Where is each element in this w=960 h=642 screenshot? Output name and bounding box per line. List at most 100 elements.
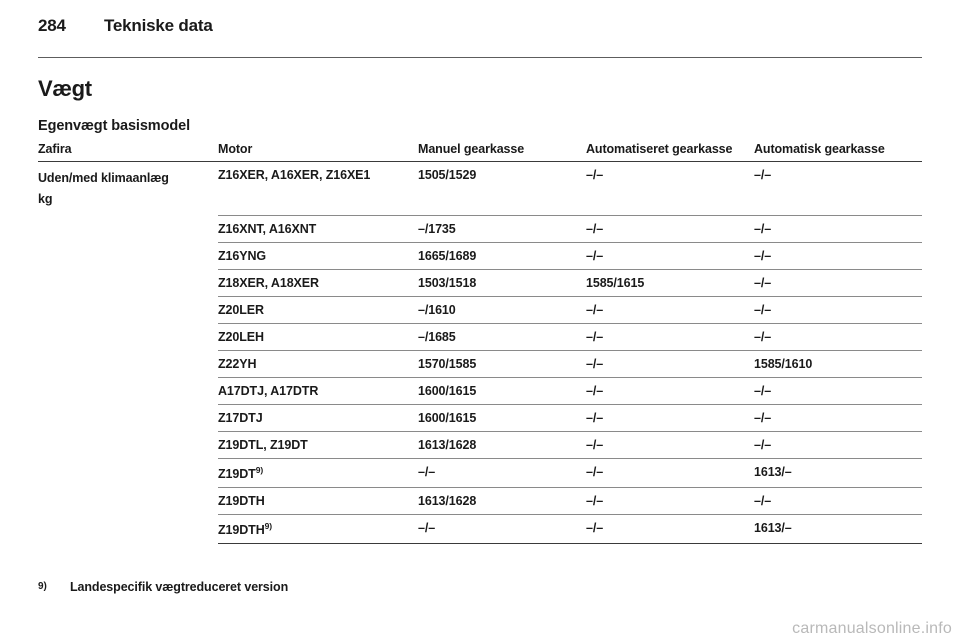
- model-spacer: [38, 269, 218, 296]
- engine-code: Z16YNG: [218, 248, 267, 263]
- cell-automated-gearbox: –/–: [586, 161, 754, 216]
- engine-code: Z17DTJ: [218, 410, 263, 425]
- table-row: Uden/med klimaanlæg kg Z16XER, A16XER, Z16…: [38, 161, 922, 216]
- engine-code: Z19DTL, Z19DT: [218, 437, 308, 452]
- cell-engine: Z16XER, A16XER, Z16XE1: [218, 161, 418, 216]
- chapter-title: Tekniske data: [104, 16, 213, 35]
- model-spacer: [38, 514, 218, 543]
- engine-code: Z16XNT, A16XNT: [218, 221, 317, 236]
- cell-automatic-gearbox: –/–: [754, 269, 922, 297]
- engine-code: Z19DTH: [218, 523, 265, 538]
- cell-engine: Z22YH: [218, 350, 418, 378]
- cell-automatic-gearbox: –/–: [754, 323, 922, 351]
- model-spacer: [38, 431, 218, 458]
- engine-code: Z18XER, A18XER: [218, 275, 319, 290]
- column-header-model: Zafira: [38, 142, 218, 162]
- header-divider: [38, 57, 922, 58]
- model-spacer: [38, 350, 218, 377]
- model-label-line-1: Uden/med klimaanlæg: [38, 171, 169, 185]
- cell-automated-gearbox: –/–: [586, 215, 754, 243]
- cell-automated-gearbox: 1585/1615: [586, 269, 754, 297]
- cell-engine: A17DTJ, A17DTR: [218, 377, 418, 405]
- table-row: Z19DTL, Z19DT 1613/1628 –/– –/–: [38, 431, 922, 459]
- cell-engine: Z20LER: [218, 296, 418, 324]
- engine-code: A17DTJ, A17DTR: [218, 383, 319, 398]
- table-header-row: Zafira Motor Manuel gearkasse Automatise…: [38, 142, 922, 162]
- cell-manual-gearbox: –/–: [418, 514, 586, 545]
- cell-automated-gearbox: –/–: [586, 296, 754, 324]
- cell-automatic-gearbox: –/–: [754, 161, 922, 216]
- model-label-line-2: kg: [38, 191, 53, 206]
- column-header-automated: Automatiseret gearkasse: [586, 142, 754, 162]
- cell-manual-gearbox: 1505/1529: [418, 161, 586, 216]
- cell-engine: Z17DTJ: [218, 404, 418, 432]
- footnote-reference: 9): [255, 464, 264, 475]
- column-header-engine: Motor: [218, 142, 418, 162]
- cell-manual-gearbox: –/–: [418, 458, 586, 488]
- cell-automatic-gearbox: 1613/–: [754, 514, 922, 545]
- cell-manual-gearbox: 1613/1628: [418, 487, 586, 515]
- cell-engine: Z19DTH9): [218, 514, 418, 545]
- cell-engine: Z19DTL, Z19DT: [218, 431, 418, 459]
- table-row: Z20LEH –/1685 –/– –/–: [38, 323, 922, 351]
- model-spacer: [38, 487, 218, 514]
- cell-manual-gearbox: –/1685: [418, 323, 586, 351]
- engine-code: Z16XER, A16XER, Z16XE1: [218, 168, 371, 182]
- cell-automatic-gearbox: –/–: [754, 242, 922, 270]
- engine-code: Z19DTH: [218, 493, 265, 508]
- table-row: Z16XNT, A16XNT –/1735 –/– –/–: [38, 215, 922, 243]
- cell-automatic-gearbox: –/–: [754, 296, 922, 324]
- table-row: Z22YH 1570/1585 –/– 1585/1610: [38, 350, 922, 378]
- engine-code: Z20LEH: [218, 329, 264, 344]
- model-label: Uden/med klimaanlæg kg: [38, 162, 218, 216]
- engine-code: Z19DT: [218, 466, 256, 481]
- model-spacer: [38, 458, 218, 487]
- section-subtitle: Egenvægt basismodel: [38, 118, 190, 134]
- table-row: Z19DT9) –/– –/– 1613/–: [38, 458, 922, 488]
- cell-automatic-gearbox: 1585/1610: [754, 350, 922, 378]
- cell-manual-gearbox: 1600/1615: [418, 377, 586, 405]
- model-spacer: [38, 323, 218, 350]
- footnote-marker: 9): [38, 581, 47, 592]
- model-spacer: [38, 242, 218, 269]
- footnote: 9) Landespecifik vægtreduceret version: [38, 580, 922, 594]
- footnote-text: Landespecifik vægtreduceret version: [70, 580, 289, 594]
- cell-engine: Z18XER, A18XER: [218, 269, 418, 297]
- cell-automatic-gearbox: –/–: [754, 404, 922, 432]
- weight-spec-table: Zafira Motor Manuel gearkasse Automatise…: [38, 142, 922, 545]
- model-spacer: [38, 296, 218, 323]
- cell-engine: Z19DT9): [218, 458, 418, 488]
- cell-manual-gearbox: 1503/1518: [418, 269, 586, 297]
- table-row: A17DTJ, A17DTR 1600/1615 –/– –/–: [38, 377, 922, 405]
- cell-automatic-gearbox: –/–: [754, 431, 922, 459]
- cell-automatic-gearbox: –/–: [754, 215, 922, 243]
- cell-automated-gearbox: –/–: [586, 514, 754, 545]
- column-header-manual: Manuel gearkasse: [418, 142, 586, 162]
- cell-automated-gearbox: –/–: [586, 350, 754, 378]
- running-header: 284 Tekniske data: [38, 16, 922, 42]
- cell-automatic-gearbox: –/–: [754, 377, 922, 405]
- model-spacer: [38, 215, 218, 242]
- page-number: 284: [38, 16, 66, 35]
- column-header-automatic: Automatisk gearkasse: [754, 142, 922, 162]
- cell-automated-gearbox: –/–: [586, 377, 754, 405]
- cell-engine: Z16YNG: [218, 242, 418, 270]
- table-row: Z16YNG 1665/1689 –/– –/–: [38, 242, 922, 270]
- cell-engine: Z16XNT, A16XNT: [218, 215, 418, 243]
- footnote-reference: 9): [264, 520, 272, 531]
- cell-engine: Z20LEH: [218, 323, 418, 351]
- cell-manual-gearbox: 1570/1585: [418, 350, 586, 378]
- engine-code: Z22YH: [218, 356, 257, 371]
- cell-automated-gearbox: –/–: [586, 458, 754, 488]
- cell-engine: Z19DTH: [218, 487, 418, 515]
- cell-manual-gearbox: 1600/1615: [418, 404, 586, 432]
- table-row: Z20LER –/1610 –/– –/–: [38, 296, 922, 324]
- cell-automated-gearbox: –/–: [586, 242, 754, 270]
- cell-manual-gearbox: –/1735: [418, 215, 586, 243]
- watermark: carmanualsonline.info: [792, 620, 952, 637]
- table-row: Z19DTH 1613/1628 –/– –/–: [38, 487, 922, 515]
- engine-code: Z20LER: [218, 302, 264, 317]
- cell-automated-gearbox: –/–: [586, 323, 754, 351]
- table-row: Z18XER, A18XER 1503/1518 1585/1615 –/–: [38, 269, 922, 297]
